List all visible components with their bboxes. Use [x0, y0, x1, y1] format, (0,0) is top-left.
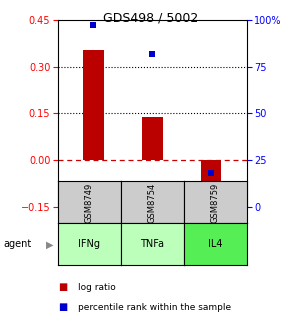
Text: ▶: ▶ [46, 240, 54, 249]
Point [91, 22, 96, 28]
Bar [142, 117, 163, 160]
Text: agent: agent [3, 240, 31, 249]
Text: TNFa: TNFa [140, 240, 164, 249]
Text: IFNg: IFNg [78, 240, 100, 249]
Text: GSM8749: GSM8749 [85, 182, 94, 222]
Text: ■: ■ [58, 282, 67, 292]
Text: log ratio: log ratio [78, 283, 116, 292]
Text: GSM8754: GSM8754 [148, 182, 157, 222]
Point [150, 51, 155, 56]
Bar [83, 50, 104, 160]
Text: IL4: IL4 [208, 240, 222, 249]
Text: ■: ■ [58, 302, 67, 312]
Text: percentile rank within the sample: percentile rank within the sample [78, 303, 231, 312]
Point [209, 170, 213, 176]
Text: GDS498 / 5002: GDS498 / 5002 [103, 12, 198, 25]
Bar [201, 160, 222, 186]
Text: GSM8759: GSM8759 [211, 182, 220, 222]
